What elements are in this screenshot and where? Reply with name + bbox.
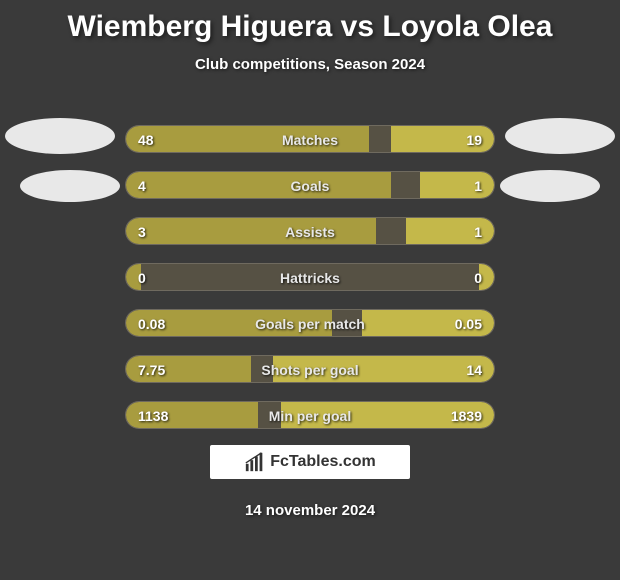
comparison-bars: 4819Matches 41Goals 31Assists 00Hattricks 0.… [125, 125, 495, 447]
player1-club-badge [20, 170, 120, 202]
stat-label: Shots per goal [126, 356, 494, 382]
stat-label: Hattricks [126, 264, 494, 290]
stat-row: 31Assists [125, 217, 495, 245]
brand-text: FcTables.com [270, 453, 376, 471]
stat-row: 00Hattricks [125, 263, 495, 291]
brand-logo-icon [244, 451, 266, 473]
stat-label: Goals [126, 172, 494, 198]
date-text: 14 november 2024 [0, 502, 620, 519]
player2-club-badge [500, 170, 600, 202]
stat-row: 11381839Min per goal [125, 401, 495, 429]
player1-avatar [5, 118, 115, 154]
player2-avatar [505, 118, 615, 154]
stat-row: 0.080.05Goals per match [125, 309, 495, 337]
stat-label: Matches [126, 126, 494, 152]
page-title: Wiemberg Higuera vs Loyola Olea [0, 0, 620, 44]
stat-row: 4819Matches [125, 125, 495, 153]
stat-row: 41Goals [125, 171, 495, 199]
brand-badge: FcTables.com [210, 445, 410, 479]
stat-label: Min per goal [126, 402, 494, 428]
subtitle: Club competitions, Season 2024 [0, 56, 620, 73]
stat-label: Goals per match [126, 310, 494, 336]
stat-label: Assists [126, 218, 494, 244]
stat-row: 7.7514Shots per goal [125, 355, 495, 383]
